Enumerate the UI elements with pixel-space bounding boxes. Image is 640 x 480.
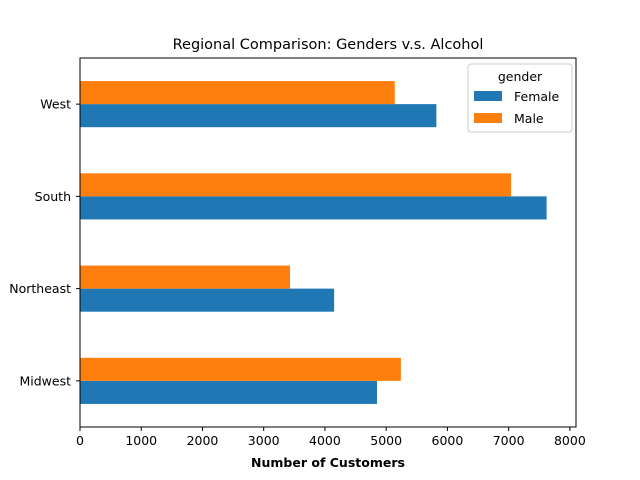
x-tick-label: 2000	[187, 433, 219, 448]
y-axis: Midwest Northeast South West	[9, 97, 80, 388]
legend: gender Female Male	[467, 63, 573, 133]
legend-swatch-male	[474, 113, 502, 123]
bar-male-northeast	[80, 265, 291, 289]
x-tick-label: 6000	[432, 433, 464, 448]
x-tick-label: 5000	[370, 433, 402, 448]
x-tick-label: 7000	[493, 433, 525, 448]
bar-male-midwest	[80, 357, 401, 381]
legend-label-female: Female	[514, 89, 560, 104]
y-tick-label: West	[40, 97, 71, 112]
legend-swatch-female	[474, 91, 502, 101]
bar-female-south	[80, 196, 547, 220]
x-tick-label: 1000	[125, 433, 157, 448]
bar-female-west	[80, 104, 437, 128]
x-axis: 0 1000 2000 3000 4000 5000 6000 7000 8000	[76, 427, 586, 448]
x-axis-label: Number of Customers	[251, 455, 405, 470]
legend-title: gender	[498, 69, 543, 84]
bar-female-northeast	[80, 288, 335, 312]
bar-male-west	[80, 81, 395, 105]
x-tick-label: 4000	[309, 433, 341, 448]
bar-male-south	[80, 173, 512, 197]
x-tick-label: 8000	[554, 433, 586, 448]
y-tick-label: Midwest	[19, 373, 71, 388]
plot-frame	[79, 57, 577, 428]
x-tick-label: 0	[76, 433, 84, 448]
x-tick-label: 3000	[248, 433, 280, 448]
legend-label-male: Male	[514, 111, 544, 126]
y-tick-label: Northeast	[9, 281, 71, 296]
bars-layer	[80, 81, 547, 404]
bar-female-midwest	[80, 380, 377, 404]
y-tick-label: South	[35, 189, 71, 204]
chart-title: Regional Comparison: Genders v.s. Alcoho…	[173, 37, 484, 53]
